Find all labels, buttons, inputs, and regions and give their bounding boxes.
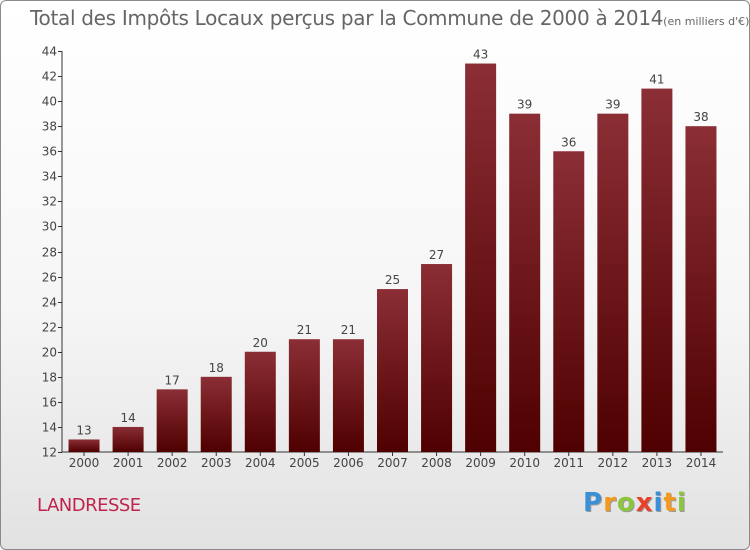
bar-2000 [68, 439, 100, 452]
x-tick-label-2000: 2000 [69, 456, 100, 470]
x-tick-label-2011: 2011 [553, 456, 584, 470]
x-tick-label-2003: 2003 [201, 456, 232, 470]
bar-2014 [685, 126, 717, 452]
y-tick-label: 40 [42, 95, 57, 109]
logo-letter: x [635, 488, 654, 518]
logo-letter: i [676, 488, 687, 518]
value-label-2007: 25 [385, 273, 400, 287]
value-label-2010: 39 [517, 98, 532, 112]
bar-2007 [377, 289, 408, 452]
y-tick-label: 14 [42, 421, 57, 435]
y-tick-label: 20 [42, 346, 57, 360]
bar-2012 [597, 113, 629, 452]
y-tick-label: 44 [42, 45, 57, 59]
bar-2009 [465, 63, 497, 452]
y-tick-label: 28 [42, 246, 57, 260]
y-tick-label: 16 [42, 396, 57, 410]
y-tick-label: 26 [42, 271, 57, 285]
bar-2010 [509, 113, 541, 452]
bar-2001 [112, 426, 144, 452]
bar-2005 [288, 339, 320, 452]
bar-2003 [200, 376, 232, 452]
value-label-2013: 41 [649, 73, 664, 87]
x-tick-label-2001: 2001 [113, 456, 144, 470]
x-tick-label-2009: 2009 [465, 456, 496, 470]
bar-2004 [244, 351, 276, 452]
bars [68, 63, 717, 452]
x-tick-label-2014: 2014 [686, 456, 717, 470]
axes: 12 14 16 18 20 22 24 26 28 30 32 34 36 38 40 42 44 2000 20… [42, 45, 723, 470]
x-tick-label-2013: 2013 [642, 456, 673, 470]
bar-2011 [553, 151, 585, 452]
x-tick-label-2008: 2008 [421, 456, 452, 470]
y-tick-label: 36 [42, 145, 57, 159]
y-tick-label: 42 [42, 70, 57, 84]
y-tick-label: 30 [42, 220, 57, 234]
bar-2006 [332, 339, 364, 452]
logo-letter: t [663, 488, 677, 518]
value-label-2008: 27 [429, 248, 444, 262]
data-labels: 13 14 17 18 20 21 21 25 27 43 39 36 39 41 38 [76, 48, 708, 438]
value-label-2009: 43 [473, 48, 488, 62]
value-label-2014: 38 [693, 110, 708, 124]
value-label-2000: 13 [76, 423, 91, 437]
value-label-2006: 21 [341, 323, 356, 337]
x-tick-label-2007: 2007 [377, 456, 408, 470]
x-tick-label-2005: 2005 [289, 456, 320, 470]
y-tick-label: 18 [42, 371, 57, 385]
logo-letter: r [603, 488, 617, 518]
bar-2013 [641, 88, 673, 452]
value-label-2003: 18 [209, 361, 224, 375]
y-tick-label: 22 [42, 321, 57, 335]
commune-name: LANDRESSE [37, 495, 141, 516]
value-label-2011: 36 [561, 135, 576, 149]
logo-letter: o [616, 488, 636, 518]
y-tick-label: 12 [42, 446, 57, 460]
y-tick-label: 24 [42, 296, 57, 310]
logo-letter: i [653, 488, 664, 518]
bar-2002 [156, 389, 188, 452]
value-label-2004: 20 [253, 336, 268, 350]
unit-text: (en milliers d'€) [663, 15, 750, 28]
logo-letter: P [583, 488, 604, 518]
x-tick-label-2004: 2004 [245, 456, 276, 470]
x-tick-label-2012: 2012 [598, 456, 629, 470]
value-label-2005: 21 [297, 323, 312, 337]
value-label-2001: 14 [120, 411, 135, 425]
bar-2008 [421, 264, 453, 452]
x-tick-label-2006: 2006 [333, 456, 364, 470]
x-tick-label-2010: 2010 [509, 456, 540, 470]
title-text: Total des Impôts Locaux perçus par la Co… [30, 6, 664, 30]
y-tick-label: 38 [42, 120, 57, 134]
x-tick-label-2002: 2002 [157, 456, 188, 470]
y-tick-label: 32 [42, 195, 57, 209]
proxiti-logo: Proxiti [583, 488, 687, 518]
chart-title: Total des Impôts Locaux perçus par la Co… [30, 6, 749, 30]
value-label-2012: 39 [605, 98, 620, 112]
value-label-2002: 17 [165, 373, 180, 387]
y-tick-label: 34 [42, 170, 57, 184]
